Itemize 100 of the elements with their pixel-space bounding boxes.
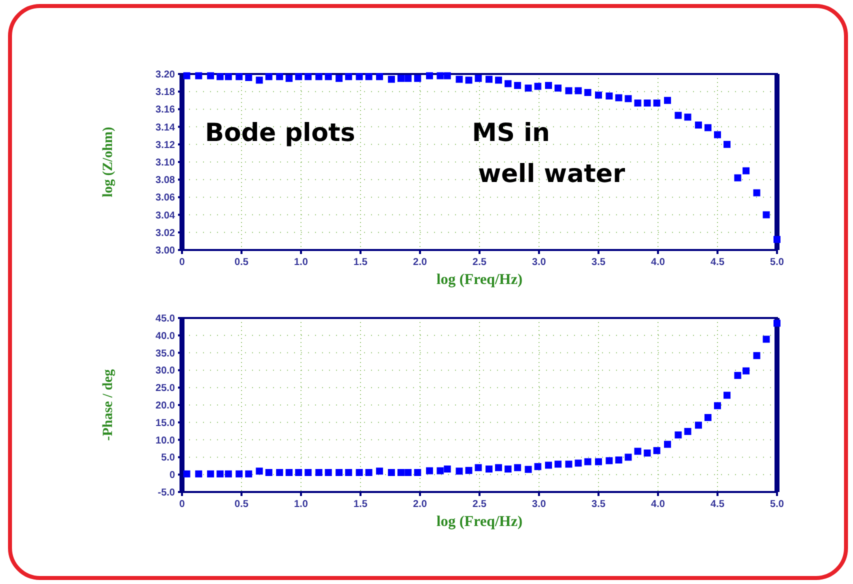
point [545,462,552,469]
point [456,468,463,475]
point [753,352,760,360]
x-tick-label: 0 [179,257,186,268]
x-tick-label: 1.0 [294,257,308,268]
point [336,469,343,476]
point [554,460,562,468]
y-axis-title: log (Z/ohm) [101,126,116,198]
point [444,466,451,473]
point [315,469,322,476]
point [286,469,293,476]
y-tick-label: 3.06 [156,192,176,204]
point [774,320,780,327]
x-tick-label: 3.5 [592,257,606,268]
point [595,92,602,99]
point [664,440,672,448]
point [574,460,582,467]
point [624,95,632,102]
point [195,72,202,80]
point [236,73,243,80]
point [207,470,214,478]
x-tick-label: 4.5 [710,499,725,510]
point [694,422,702,429]
point [774,236,780,243]
point [465,76,472,84]
point [704,124,712,132]
point [584,88,592,96]
point [534,82,542,90]
point [684,114,692,121]
point [286,74,293,82]
x-tick-label: 0 [179,499,186,510]
point [245,470,252,478]
point [444,72,451,80]
point [456,76,463,83]
point [524,466,532,473]
y-tick-label: 3.18 [156,87,176,98]
point [694,122,702,129]
point [195,470,202,478]
x-tick-label: 2.5 [472,257,487,268]
x-tick-label: 2.0 [413,257,428,268]
point [388,76,395,83]
point [634,100,642,107]
point [315,73,322,80]
y-tick-label: 3.16 [156,104,176,116]
annotation: Bode plots [205,118,356,147]
point [753,189,760,196]
y-tick-label: 5.0 [161,452,176,464]
x-tick-label: 1.0 [294,499,308,510]
point [224,73,232,80]
point [565,87,572,94]
point [304,73,312,80]
point [545,82,552,89]
point [644,450,651,457]
point [295,73,302,80]
point [365,73,372,80]
point [534,463,542,470]
point [495,464,502,472]
point [514,82,522,89]
point [653,100,660,107]
point [664,96,672,104]
x-tick-label: 5.0 [770,499,784,510]
x-tick-label: 3.5 [592,499,606,510]
point [276,469,284,476]
point [216,73,224,80]
point [356,73,363,80]
point [615,94,622,102]
point [504,80,512,88]
point [644,100,651,107]
x-tick-label: 3.0 [532,499,546,510]
x-axis-title: log (Freq/Hz) [436,514,522,530]
point [265,73,272,80]
point [345,73,352,80]
point [216,470,224,478]
point [388,469,395,476]
y-tick-label: -5.0 [158,488,176,498]
y-tick-label: 3.00 [156,246,176,256]
point [295,469,302,476]
y-tick-label: 3.20 [156,70,176,80]
y-tick-label: 3.10 [156,158,176,168]
x-tick-label: 1.5 [354,499,368,510]
point [734,174,742,182]
point [276,73,284,80]
y-tick-label: 40.0 [156,330,176,342]
point [704,414,712,422]
point [762,211,770,218]
point [324,73,332,80]
y-tick-label: 35.0 [156,348,176,360]
point [404,74,412,82]
y-tick-label: 3.08 [156,175,176,186]
point [606,92,613,100]
point [742,367,750,374]
point [183,470,190,478]
point [615,456,622,464]
x-tick-label: 1.5 [354,257,368,268]
x-tick-label: 0.5 [234,499,249,510]
point [624,454,632,461]
point [653,447,660,454]
point [265,469,272,476]
point [336,74,343,82]
y-tick-label: 25.0 [156,383,176,394]
